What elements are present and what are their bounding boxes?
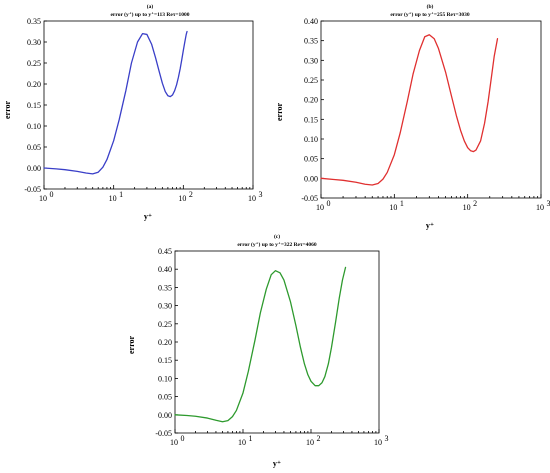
panel-b-label: (b) bbox=[427, 3, 434, 10]
panel-a-ytick-label: 0.20 bbox=[27, 80, 41, 89]
panel-b-xtick-exponent: 1 bbox=[400, 199, 404, 208]
panel-a-ytick-label: 0.15 bbox=[27, 101, 41, 110]
panel-b-title: error (y⁺) up to y⁺=255 Reτ=3030 bbox=[390, 11, 470, 18]
panel-b-xlabel: y⁺ bbox=[426, 221, 434, 230]
panel-b-ytick-label: 0.00 bbox=[304, 174, 318, 183]
panel-c-ytick-label: 0.05 bbox=[158, 393, 172, 402]
panel-b-xtick-exponent: 3 bbox=[547, 199, 550, 208]
panel-a-ytick-label: 0.05 bbox=[27, 143, 41, 152]
panel-a: (a) error (y⁺) up to y⁺=113 Reτ=1000 -0.… bbox=[3, 3, 263, 221]
panel-c-xtick-exponent: 0 bbox=[181, 434, 185, 443]
panel-b-ytick-label: 0.10 bbox=[304, 135, 318, 144]
panel-c-ytick-label: 0.15 bbox=[158, 356, 172, 365]
panel-a-ytick-label: 0.30 bbox=[27, 38, 41, 47]
panel-a-ytick-label: 0.35 bbox=[27, 17, 41, 26]
panel-b-xtick-exponent: 2 bbox=[473, 199, 477, 208]
panel-a-xtick-exponent: 1 bbox=[119, 190, 123, 199]
panel-a-ytick-label: 0.00 bbox=[27, 164, 41, 173]
panel-a-xtick-exponent: 2 bbox=[189, 190, 193, 199]
panel-a-xtick-label: 10 bbox=[39, 194, 47, 203]
panel-a-xtick-exponent: 0 bbox=[50, 190, 54, 199]
panel-c-title: error (y⁺) up to y⁺=322 Reτ=4060 bbox=[237, 241, 317, 248]
panel-c-ytick-label: 0.40 bbox=[158, 265, 172, 274]
panel-c-ytick-label: 0.00 bbox=[158, 411, 172, 420]
panel-c-ytick-label: 0.10 bbox=[158, 374, 172, 383]
panel-a-series-line bbox=[43, 30, 188, 175]
panel-c-ytick-label: 0.45 bbox=[158, 247, 172, 256]
panel-a-xtick-label: 10 bbox=[178, 194, 186, 203]
panel-b-ytick-label: 0.25 bbox=[304, 76, 318, 85]
panel-b: (b) error (y⁺) up to y⁺=255 Reτ=3030 -0.… bbox=[275, 3, 550, 230]
panel-c-xtick-exponent: 3 bbox=[385, 434, 389, 443]
panel-c-xtick-exponent: 2 bbox=[317, 434, 321, 443]
panel-a-xlabel: y⁺ bbox=[144, 212, 152, 221]
panel-b-frame bbox=[320, 20, 542, 199]
panel-b-series-line bbox=[320, 34, 499, 186]
panel-c-ytick-label: -0.05 bbox=[155, 429, 172, 438]
panel-a-label: (a) bbox=[147, 3, 154, 10]
panel-c-ytick-label: 0.20 bbox=[158, 338, 172, 347]
panel-c-xtick-exponent: 1 bbox=[249, 434, 253, 443]
panel-c-xtick-label: 10 bbox=[170, 438, 178, 447]
panel-b-ytick-label: 0.05 bbox=[304, 155, 318, 164]
panel-a-ytick-label: -0.05 bbox=[24, 185, 41, 194]
panel-a-frame bbox=[43, 20, 254, 190]
panel-c-xlabel: y⁺ bbox=[273, 459, 281, 468]
panel-b-ylabel: error bbox=[275, 103, 284, 122]
panel-c-label: (c) bbox=[274, 233, 280, 240]
panel-b-ytick-label: 0.15 bbox=[304, 115, 318, 124]
panel-c-frame bbox=[174, 250, 380, 434]
panel-c-xtick-label: 10 bbox=[238, 438, 246, 447]
panel-a-ylabel: error bbox=[3, 101, 12, 120]
panel-c-ytick-label: 0.25 bbox=[158, 320, 172, 329]
panel-a-xtick-exponent: 3 bbox=[259, 190, 263, 199]
panel-c-axes: -0.05 0.00 0.05 0.10 0.15 0.20 0.25 0.30 0.35 0.4… bbox=[155, 247, 388, 447]
panel-b-ytick-label: -0.05 bbox=[301, 194, 318, 203]
panel-c-xtick-label: 10 bbox=[306, 438, 314, 447]
panel-a-xtick-label: 10 bbox=[109, 194, 117, 203]
panel-c-series-line bbox=[174, 266, 347, 423]
panel-c-ylabel: error bbox=[127, 336, 136, 355]
panel-a-title: error (y⁺) up to y⁺=113 Reτ=1000 bbox=[110, 11, 189, 18]
panel-c-ytick-label: 0.30 bbox=[158, 302, 172, 311]
panel-b-xtick-label: 10 bbox=[316, 203, 324, 212]
panel-c-ytick-label: 0.35 bbox=[158, 283, 172, 292]
panel-b-xtick-label: 10 bbox=[536, 203, 544, 212]
panel-b-xtick-exponent: 0 bbox=[327, 199, 331, 208]
panel-b-xtick-label: 10 bbox=[389, 203, 397, 212]
panel-b-ytick-label: 0.40 bbox=[304, 17, 318, 26]
panel-b-xtick-label: 10 bbox=[463, 203, 471, 212]
panel-c: (c) error (y⁺) up to y⁺=322 Reτ=4060 -0.… bbox=[127, 233, 389, 468]
panel-a-ytick-label: 0.10 bbox=[27, 122, 41, 131]
panel-c-xtick-label: 10 bbox=[374, 438, 382, 447]
panel-b-ytick-label: 0.30 bbox=[304, 56, 318, 65]
panel-b-ytick-label: 0.20 bbox=[304, 96, 318, 105]
panel-a-xtick-label: 10 bbox=[248, 194, 256, 203]
panel-a-ytick-label: 0.25 bbox=[27, 59, 41, 68]
panel-b-axes: -0.05 0.00 0.05 0.10 0.15 0.20 0.25 0.30 0.35 0.4… bbox=[301, 17, 550, 212]
panel-b-ytick-label: 0.35 bbox=[304, 37, 318, 46]
